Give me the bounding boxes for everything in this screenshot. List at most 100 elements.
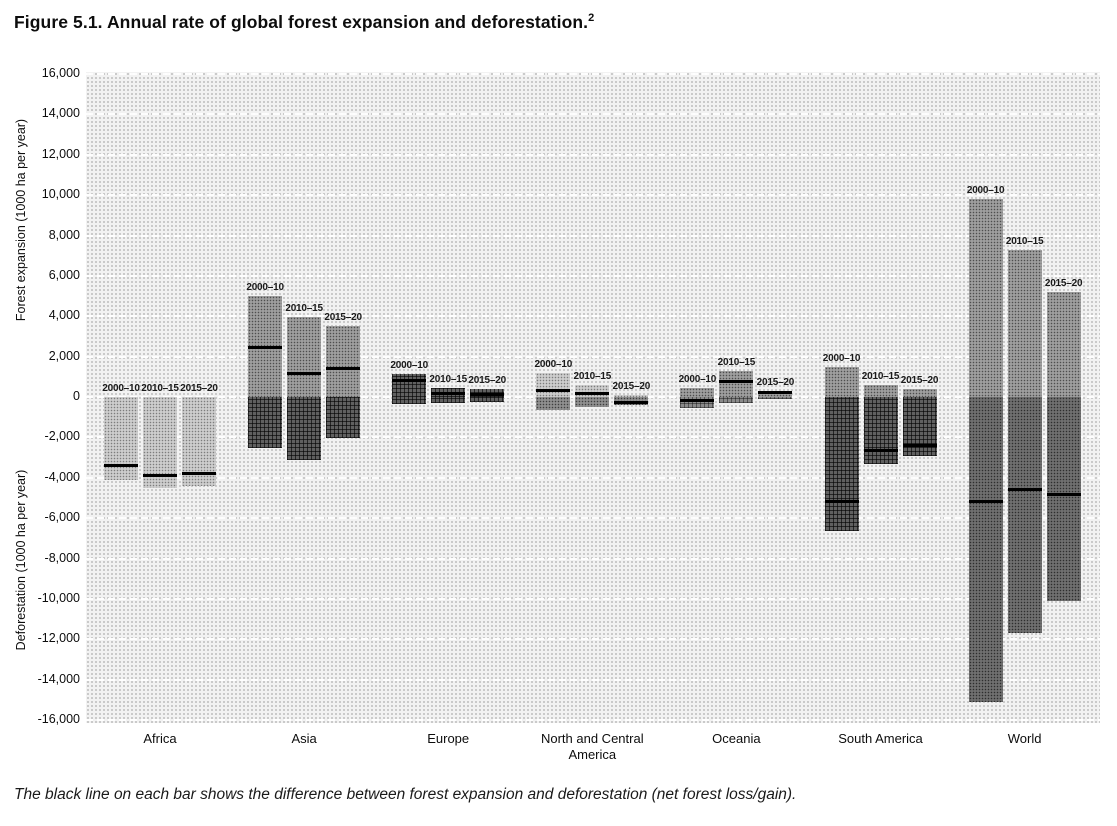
y-gridline [86, 436, 1100, 439]
bar-period-label: 2000–10 [822, 352, 861, 364]
region-label-africa: Africa [143, 731, 177, 746]
figure-title: Figure 5.1. Annual rate of global forest… [14, 12, 594, 33]
y-tick-label: 16,000 [41, 66, 80, 80]
figure-title-text: Figure 5.1. Annual rate of global forest… [14, 12, 589, 32]
net-difference-line-south-america [863, 448, 898, 452]
y-tick-label: -12,000 [37, 631, 80, 646]
deforestation-bar-south-america [824, 397, 859, 532]
y-tick-label: -16,000 [37, 712, 80, 726]
bar-period-label: 2010–15 [285, 303, 323, 315]
bar-period-label: 2000–10 [534, 358, 573, 370]
expansion-bar-south-america [863, 384, 898, 397]
bar-period-label: 2015–20 [612, 380, 651, 392]
net-difference-line-world [1046, 493, 1081, 497]
bar-period-label: 2015–20 [468, 374, 506, 386]
deforestation-bar-asia [326, 397, 361, 439]
expansion-bar-asia [287, 317, 322, 397]
y-tick-label: 4,000 [48, 308, 80, 323]
net-difference-line-north-and-central-america [614, 400, 649, 404]
bar-period-label: 2015–20 [1044, 278, 1083, 290]
y-gridline [86, 517, 1100, 520]
net-difference-line-world [968, 500, 1003, 504]
net-difference-line-africa [104, 464, 138, 468]
bar-period-label: 2000–10 [966, 185, 1005, 197]
deforestation-bar-africa [182, 397, 216, 486]
expansion-bar-europe [431, 387, 466, 397]
y-tick-label: -10,000 [37, 590, 80, 605]
y-gridline [86, 719, 1100, 721]
region-label-oceania: Oceania [712, 731, 761, 746]
region-label-south-america: South America [838, 731, 923, 746]
net-difference-line-europe [470, 392, 505, 396]
y-tick-label: 10,000 [41, 187, 80, 202]
net-difference-line-north-and-central-america [575, 392, 610, 396]
y-tick-label: 8,000 [48, 227, 80, 242]
bar-period-label: 2010–15 [141, 383, 179, 394]
figure-title-footnote-marker: 2 [588, 12, 595, 25]
y-gridline [86, 315, 1100, 318]
y-tick-label: 6,000 [48, 267, 80, 282]
region-label-europe: Europe [427, 731, 470, 746]
deforestation-bar-north-and-central-america [536, 397, 571, 411]
bar-period-label: 2010–15 [861, 370, 900, 382]
y-gridline [86, 274, 1100, 277]
expansion-bar-world [1046, 292, 1081, 397]
deforestation-bar-europe [470, 397, 505, 403]
deforestation-bar-asia [287, 397, 322, 460]
net-difference-line-africa [182, 472, 216, 476]
y-gridline [86, 153, 1100, 156]
region-label-north-and-central-america: North and Central America [540, 731, 644, 763]
net-difference-line-world [1007, 488, 1042, 492]
net-difference-line-oceania [758, 391, 793, 395]
bar-period-label: 2015–20 [900, 374, 939, 386]
bar-period-label: 2010–15 [1005, 235, 1044, 247]
deforestation-bar-europe [392, 397, 427, 405]
y-tick-label: -2,000 [44, 429, 80, 444]
deforestation-bar-oceania [680, 397, 715, 409]
bar-period-label: 2015–20 [180, 383, 218, 394]
bar-period-label: 2010–15 [573, 370, 612, 382]
net-difference-line-south-america [824, 500, 859, 504]
bar-period-label: 2010–15 [717, 356, 756, 368]
y-tick-label: 14,000 [41, 106, 80, 121]
bar-period-label: 2010–15 [429, 373, 467, 385]
y-gridline [86, 638, 1100, 641]
deforestation-bar-world [968, 397, 1003, 702]
net-difference-line-europe [392, 379, 427, 383]
bar-period-label: 2000–10 [102, 383, 140, 394]
figure-footnote: The black line on each bar shows the dif… [14, 786, 797, 803]
y-gridline [86, 113, 1100, 116]
deforestation-bar-europe [431, 397, 466, 404]
expansion-bar-world [1007, 249, 1042, 397]
deforestation-bar-oceania [758, 397, 793, 400]
y-tick-label: -4,000 [44, 469, 80, 484]
deforestation-bar-world [1046, 397, 1081, 601]
y-tick-label: 2,000 [48, 348, 80, 363]
y-gridline [86, 557, 1100, 560]
y-gridline [86, 194, 1100, 197]
expansion-bar-south-america [824, 366, 859, 397]
expansion-bar-europe [392, 373, 427, 397]
y-tick-label: 0 [73, 389, 80, 403]
deforestation-bar-oceania [719, 397, 754, 404]
expansion-bar-north-and-central-america [614, 394, 649, 397]
net-difference-line-africa [143, 474, 177, 478]
region-label-asia: Asia [291, 731, 317, 746]
net-difference-line-asia [287, 372, 322, 376]
y-gridline [86, 355, 1100, 358]
deforestation-bar-asia [248, 397, 283, 449]
expansion-bar-oceania [680, 387, 715, 397]
y-gridline [86, 476, 1100, 479]
expansion-bar-north-and-central-america [536, 372, 571, 397]
region-label-world: World [1007, 731, 1042, 746]
expansion-bar-south-america [902, 388, 937, 397]
deforestation-bar-world [1007, 397, 1042, 634]
deforestation-bar-africa [143, 397, 177, 488]
net-difference-line-south-america [902, 443, 937, 447]
bar-period-label: 2000–10 [246, 282, 284, 294]
net-difference-line-north-and-central-america [536, 389, 571, 393]
y-gridline [86, 234, 1100, 237]
bar-period-label: 2015–20 [324, 312, 362, 324]
bar-period-label: 2000–10 [390, 359, 428, 371]
